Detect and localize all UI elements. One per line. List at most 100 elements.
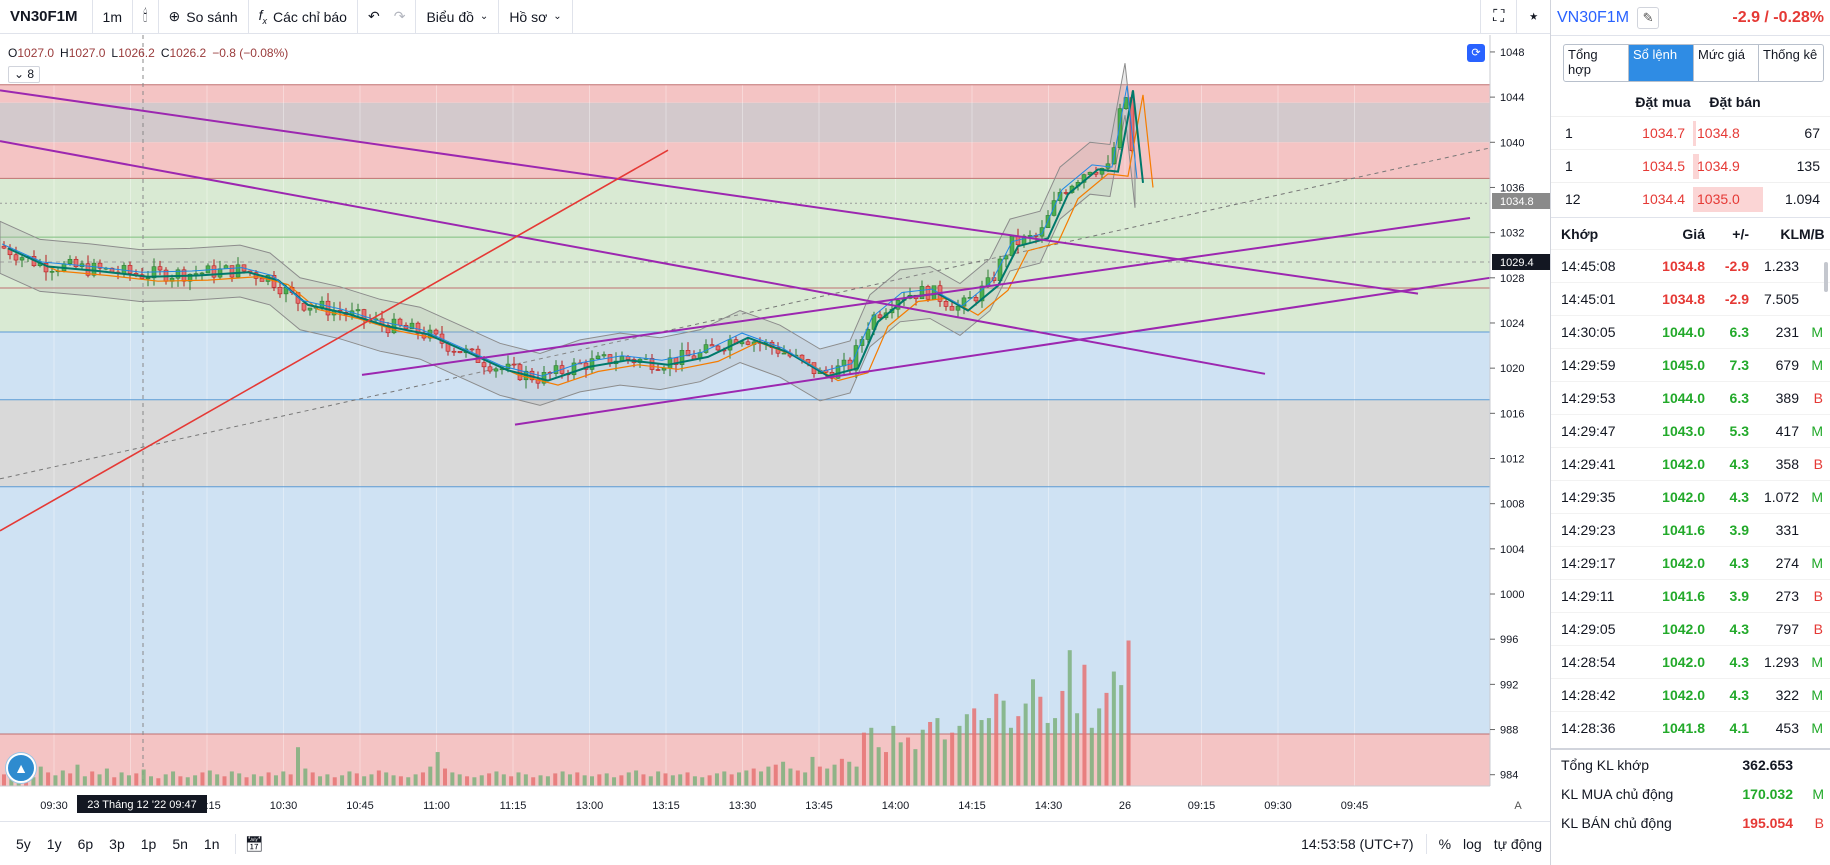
trade-row[interactable]: 14:28:54 1042.0 4.3 1.293 M [1551, 645, 1830, 678]
volume-bar [700, 777, 705, 786]
trade-row[interactable]: 14:29:23 1041.6 3.9 331 [1551, 513, 1830, 546]
orderbook-row[interactable]: 1 1034.7 1034.8 67 [1551, 116, 1830, 149]
low-label: L [111, 46, 119, 60]
range-1y[interactable]: 1y [46, 835, 62, 852]
compare-button[interactable]: ⊕ So sánh [159, 0, 249, 34]
trade-time: 14:29:59 [1561, 357, 1616, 373]
trade-row[interactable]: 14:29:11 1041.6 3.9 273 B [1551, 579, 1830, 612]
summary-side: M [1812, 785, 1824, 802]
trades-header: Khớp Giá +/- KL M/B [1551, 217, 1830, 249]
candle-body [541, 372, 547, 384]
log-toggle[interactable]: log [1463, 836, 1482, 852]
range-5y[interactable]: 5y [16, 835, 31, 852]
trade-change: 4.1 [1729, 720, 1749, 736]
trendline[interactable] [361, 216, 1471, 376]
trades-list[interactable]: 14:45:08 1034.8 -2.9 1.233 14:45:01 1034.8 -2.… [1551, 249, 1830, 744]
trade-row[interactable]: 14:45:08 1034.8 -2.9 1.233 [1551, 249, 1830, 282]
crosshair-time-box [77, 795, 207, 813]
volume-bar [259, 776, 264, 786]
buy-price: 1034.4 [1642, 191, 1685, 207]
candle-body [949, 306, 955, 311]
fullscreen-button[interactable]: ⛶ [1480, 0, 1516, 34]
range-1m[interactable]: 1p [140, 835, 157, 852]
toolbar-right: ⛶ ⭑ [1480, 0, 1550, 34]
volume-bar [296, 747, 300, 786]
indicator-collapse-button[interactable]: ⌄ 8 [8, 66, 41, 83]
volume-bar [229, 771, 234, 786]
auto-scale-toggle[interactable]: tự động [1493, 836, 1542, 852]
trade-change: 7.3 [1729, 357, 1749, 373]
undo-icon[interactable]: ↶ [367, 8, 380, 24]
trade-row[interactable]: 14:45:01 1034.8 -2.9 7.505 [1551, 282, 1830, 315]
range-5d-label[interactable]: 5n [172, 835, 188, 852]
trade-row[interactable]: 14:29:53 1044.0 6.3 389 B [1551, 381, 1830, 414]
ma-teal-line [7, 90, 1144, 382]
trades-scrollbar[interactable] [1824, 262, 1828, 292]
candle-body [655, 369, 661, 371]
time-tick-label: 11:00 [423, 800, 450, 812]
volume-bar [663, 773, 668, 786]
volume-bar [913, 749, 918, 786]
refresh-icon[interactable]: ⟳ [1467, 44, 1485, 62]
tab-summary[interactable]: Tổng hợp [1564, 45, 1629, 81]
panel-symbol[interactable]: VN30F1M [1557, 8, 1630, 26]
trade-row[interactable]: 14:29:35 1042.0 4.3 1.072 M [1551, 480, 1830, 513]
profile-dropdown[interactable]: Hồ sơ ⌄ [499, 0, 573, 34]
axis-auto-label[interactable]: A [1514, 800, 1522, 812]
volume-bar [986, 718, 991, 786]
indicators-button[interactable]: fx Các chỉ báo [249, 0, 358, 34]
trade-row[interactable]: 14:28:42 1042.0 4.3 322 M [1551, 678, 1830, 711]
volume-bar [288, 774, 293, 786]
trade-time: 14:29:11 [1561, 588, 1615, 604]
volume-bar [193, 775, 198, 786]
ma-orange-line [17, 94, 1154, 386]
orderbook-row[interactable]: 1 1034.5 1034.9 135 [1551, 149, 1830, 182]
range-6m[interactable]: 6p [77, 835, 94, 852]
orderbook: 1 1034.7 1034.8 67 1 1034.5 1034.9 135 12 1034.4 1… [1551, 116, 1830, 215]
trade-price: 1034.8 [1662, 258, 1705, 274]
edit-icon[interactable]: ✎ [1637, 6, 1660, 29]
share-button[interactable]: ⭑ [1516, 0, 1550, 34]
candle-style-button[interactable]: 🕯︎ [133, 0, 159, 34]
tab-statistics[interactable]: Thống kê [1763, 47, 1818, 62]
percent-toggle[interactable]: % [1438, 836, 1452, 852]
price-label-box [1492, 193, 1550, 210]
trade-row[interactable]: 14:28:36 1041.8 4.1 453 M [1551, 711, 1830, 744]
tab-price-levels[interactable]: Mức giá [1694, 45, 1759, 81]
trade-row[interactable]: 14:30:05 1044.0 6.3 231 M [1551, 315, 1830, 348]
trendline[interactable] [0, 149, 669, 532]
high-value: 1027.0 [68, 46, 106, 60]
interval-button[interactable]: 1m [93, 0, 133, 34]
time-tick-label: 26 [1119, 800, 1131, 812]
candle-body [13, 254, 19, 261]
price-axis[interactable] [1490, 35, 1550, 786]
volume-bar [1001, 700, 1006, 786]
volume-bar [332, 777, 337, 786]
trade-row[interactable]: 14:29:47 1043.0 5.3 417 M [1551, 414, 1830, 447]
trade-price: 1045.0 [1662, 357, 1705, 373]
orderbook-row[interactable]: 12 1034.4 1035.0 1.094 [1551, 182, 1830, 215]
trade-row[interactable]: 14:29:59 1045.0 7.3 679 M [1551, 348, 1830, 381]
volume-bar [119, 772, 124, 786]
volume-bar [1045, 722, 1050, 786]
time-axis[interactable] [0, 786, 1550, 821]
trade-row[interactable]: 14:29:05 1042.0 4.3 797 B [1551, 612, 1830, 645]
range-3m[interactable]: 3p [109, 835, 125, 852]
trade-change: 6.3 [1729, 324, 1749, 340]
price-chart[interactable]: 1048 1044 1040 1036 1032 1028 1024 1020 1016 1012… [0, 0, 1550, 821]
trendline[interactable] [0, 140, 1266, 375]
goto-date-icon[interactable]: 📅︎ [244, 835, 264, 853]
tab-orderbook[interactable]: Sổ lệnh [1629, 45, 1694, 81]
sell-volume-bar [1693, 154, 1699, 179]
chart-type-dropdown[interactable]: Biểu đồ ⌄ [416, 0, 500, 34]
candle-body [175, 269, 181, 279]
sell-price: 1034.8 [1697, 125, 1740, 141]
volume-bar [347, 771, 352, 786]
trade-row[interactable]: 14:29:17 1042.0 4.3 274 M [1551, 546, 1830, 579]
range-1d[interactable]: 1n [203, 835, 220, 852]
volume-bar [31, 777, 36, 786]
symbol-search-button[interactable]: VN30F1M [0, 0, 93, 34]
trade-row[interactable]: 14:29:41 1042.0 4.3 358 B [1551, 447, 1830, 480]
trendline[interactable] [514, 276, 1491, 426]
redo-icon[interactable]: ↷ [393, 8, 406, 24]
